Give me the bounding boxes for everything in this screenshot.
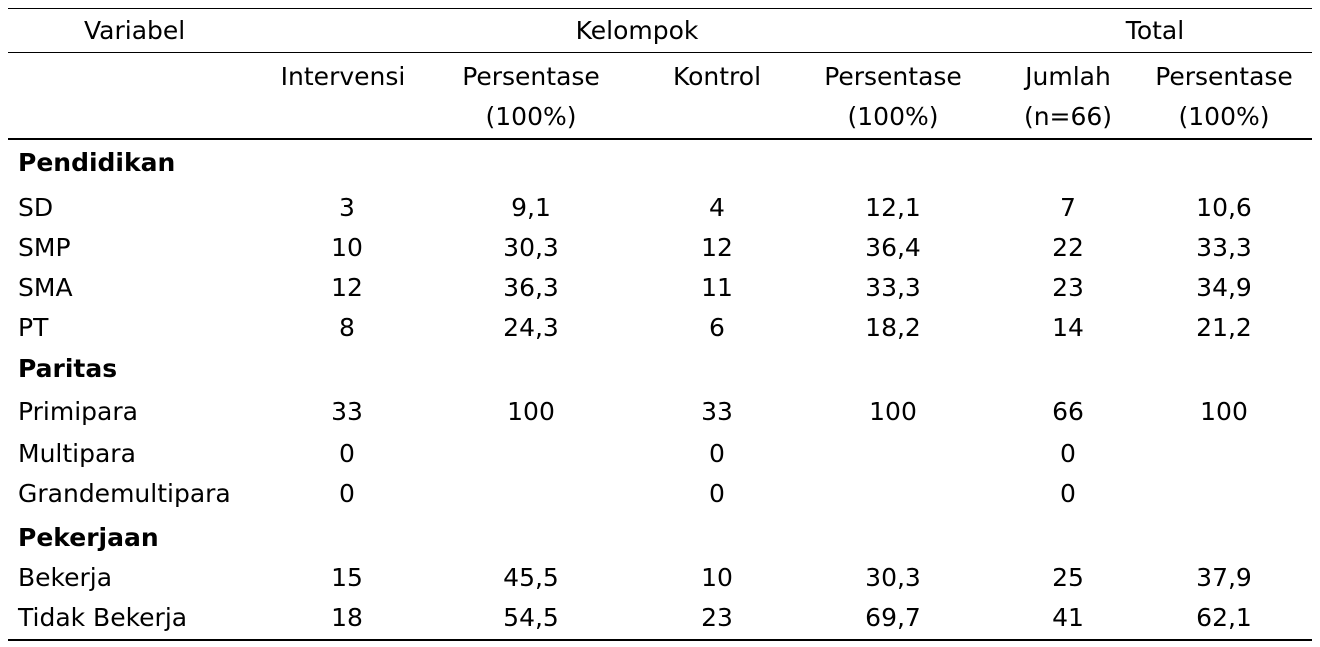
table-cell: 18 [331, 603, 363, 632]
table-cell: 36,4 [865, 233, 921, 262]
header-col-persentase-2-line2: (100%) [847, 102, 939, 131]
table-cell: 100 [869, 397, 917, 426]
header-col-intervensi: Intervensi [280, 62, 406, 91]
table-cell: 24,3 [503, 313, 559, 342]
table-cell: 100 [507, 397, 555, 426]
row-label: Grandemultipara [18, 479, 231, 508]
table-bottom-rule [8, 639, 1312, 641]
header-col-jumlah-line1: Jumlah [1025, 62, 1111, 91]
table-cell: 100 [1200, 397, 1248, 426]
table-cell: 33 [701, 397, 733, 426]
table-cell: 0 [1060, 479, 1076, 508]
row-label: SMA [18, 273, 73, 302]
header-col-persentase-1-line1: Persentase [462, 62, 600, 91]
table-cell: 34,9 [1196, 273, 1252, 302]
header-col-persentase-1-line2: (100%) [485, 102, 577, 131]
table-cell: 36,3 [503, 273, 559, 302]
row-label: PT [18, 313, 49, 342]
table-cell: 4 [709, 193, 725, 222]
table-cell: 0 [709, 439, 725, 468]
table-cell: 8 [339, 313, 355, 342]
table-cell: 21,2 [1196, 313, 1252, 342]
table-cell: 45,5 [503, 563, 559, 592]
row-label: SMP [18, 233, 71, 262]
header-col-persentase-1: Persentase (100%) [462, 57, 600, 137]
table-cell: 66 [1052, 397, 1084, 426]
table-cell: 23 [701, 603, 733, 632]
table-cell: 0 [709, 479, 725, 508]
row-label: Primipara [18, 397, 138, 426]
table-cell: 69,7 [865, 603, 921, 632]
row-label: Multipara [18, 439, 136, 468]
header-kelompok: Kelompok [575, 16, 699, 45]
table-cell: 30,3 [503, 233, 559, 262]
table-cell: 11 [701, 273, 733, 302]
table-cell: 10 [701, 563, 733, 592]
row-label: Bekerja [18, 563, 113, 592]
header-col-persentase-3: Persentase (100%) [1155, 57, 1293, 137]
header-bottom-rule [8, 138, 1312, 140]
table-cell: 41 [1052, 603, 1084, 632]
table-cell: 3 [339, 193, 355, 222]
table-cell: 0 [339, 439, 355, 468]
header-col-kontrol: Kontrol [672, 62, 762, 91]
table-cell: 30,3 [865, 563, 921, 592]
table-cell: 6 [709, 313, 725, 342]
table-cell: 22 [1052, 233, 1084, 262]
table-cell: 62,1 [1196, 603, 1252, 632]
table-cell: 33,3 [865, 273, 921, 302]
table-cell: 0 [1060, 439, 1076, 468]
header-mid-rule [8, 52, 1312, 53]
table-cell: 0 [339, 479, 355, 508]
table-cell: 9,1 [511, 193, 551, 222]
header-col-jumlah: Jumlah (n=66) [1024, 57, 1112, 137]
header-col-jumlah-line2: (n=66) [1023, 102, 1113, 131]
table-cell: 14 [1052, 313, 1084, 342]
section-label: Pendidikan [18, 148, 176, 177]
table-cell: 10,6 [1196, 193, 1252, 222]
row-label: SD [18, 193, 54, 222]
table-cell: 18,2 [865, 313, 921, 342]
header-total: Total [1125, 16, 1185, 45]
table-cell: 23 [1052, 273, 1084, 302]
header-col-persentase-2-line1: Persentase [824, 62, 962, 91]
table-cell: 12,1 [865, 193, 921, 222]
header-col-persentase-3-line2: (100%) [1178, 102, 1270, 131]
table-cell: 54,5 [503, 603, 559, 632]
table-cell: 7 [1060, 193, 1076, 222]
header-col-persentase-2: Persentase (100%) [824, 57, 962, 137]
row-label: Tidak Bekerja [18, 603, 188, 632]
table-cell: 12 [701, 233, 733, 262]
table-cell: 25 [1052, 563, 1084, 592]
section-label: Pekerjaan [18, 523, 159, 552]
table-cell: 15 [331, 563, 363, 592]
table-cell: 33,3 [1196, 233, 1252, 262]
section-label: Paritas [18, 354, 118, 383]
header-variabel: Variabel [84, 16, 186, 45]
table-top-rule [8, 8, 1312, 9]
table-cell: 10 [331, 233, 363, 262]
table-cell: 12 [331, 273, 363, 302]
table-cell: 37,9 [1196, 563, 1252, 592]
table-cell: 33 [331, 397, 363, 426]
header-col-persentase-3-line1: Persentase [1155, 62, 1293, 91]
